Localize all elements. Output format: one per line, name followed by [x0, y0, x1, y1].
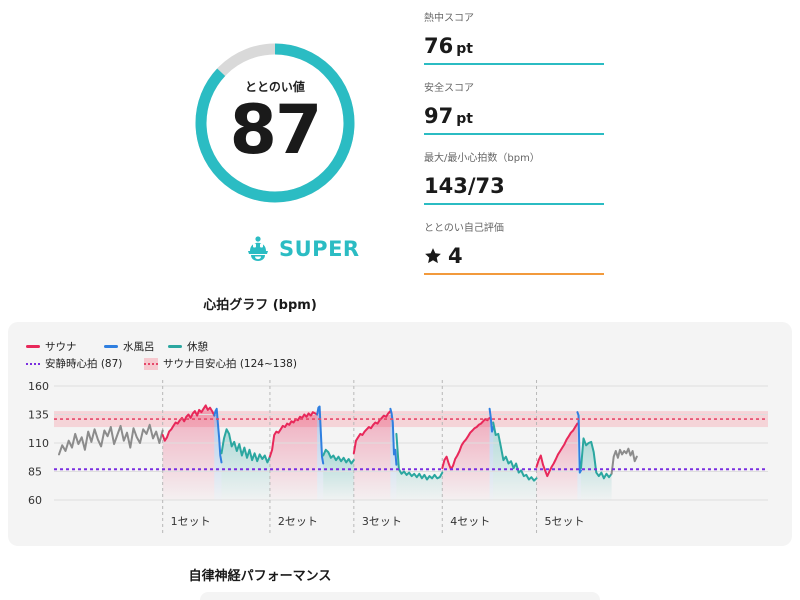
y-tick-label: 160 — [28, 380, 49, 393]
stat-label: 安全スコア — [424, 83, 474, 94]
score-value: 87 — [229, 91, 323, 170]
y-tick-label: 110 — [28, 437, 49, 450]
heart-rate-chart-card: 160 135 110 85 60 1セット 2セット 3セット 4セット 5セット サウナ 水風… — [8, 322, 792, 546]
water-area — [317, 406, 324, 500]
stat-unit: pt — [456, 41, 473, 57]
sauna-area — [162, 405, 215, 500]
sauna-hr-line — [268, 411, 319, 458]
legend-label: 休憩 — [187, 341, 208, 353]
rest-hr-line — [395, 432, 444, 481]
legend-resting-hr: 安静時心拍 (87) — [26, 356, 122, 371]
legend-sauna: サウナ — [26, 339, 77, 354]
autonomic-performance-card — [200, 592, 600, 600]
legend-label: サウナ目安心拍 (124~138) — [163, 358, 297, 370]
rest-area — [396, 433, 443, 500]
score-ring-graphic — [195, 43, 355, 203]
stat-heart-rate-range: 最大/最小心拍数（bpm） 143/73 — [424, 152, 604, 205]
stat-value: 143/73 — [424, 174, 505, 198]
rest-area — [580, 438, 612, 500]
stat-underline — [424, 63, 604, 65]
water-hr-line — [389, 407, 398, 466]
water-hr-line — [488, 407, 495, 433]
set-label: 4セット — [450, 515, 490, 528]
rest-hr-line — [322, 448, 355, 465]
legend-label: 水風呂 — [123, 341, 155, 353]
set-label: 2セット — [278, 515, 318, 528]
sauna-area — [442, 417, 490, 500]
legend-label: 安静時心拍 (87) — [45, 358, 123, 370]
legend-label: サウナ — [45, 341, 77, 353]
rest-hr-line — [492, 421, 538, 482]
rest-area — [221, 429, 270, 500]
stat-label: 最大/最小心拍数（bpm） — [424, 153, 540, 164]
sauna-hr-line — [352, 410, 392, 455]
sauna-hr-line — [441, 416, 491, 471]
stat-label: 熱中スコア — [424, 13, 474, 24]
sauna-area — [353, 411, 391, 500]
sauna-hat-icon — [248, 236, 268, 261]
legend-swatch — [168, 345, 182, 348]
y-tick-label: 60 — [28, 494, 42, 507]
rest-area — [493, 422, 537, 500]
autonomic-performance-title: 自律神経パフォーマンス — [188, 569, 332, 584]
stat-unit: pt — [456, 111, 473, 127]
legend-swatch — [26, 345, 40, 348]
sauna-area — [269, 412, 318, 500]
stat-self-rating: ととのい自己評価 4 — [424, 222, 604, 275]
legend-target-hr: サウナ目安心拍 (124~138) — [144, 356, 297, 371]
stat-value: 97 — [424, 104, 454, 128]
legend-swatch — [144, 357, 158, 370]
set-label: 5セット — [545, 515, 585, 528]
set-label: 1セット — [171, 515, 211, 528]
water-hr-line — [213, 407, 223, 464]
legend-rest: 休憩 — [168, 339, 208, 354]
rest-hr-line — [220, 428, 271, 464]
stat-value: 76 — [424, 34, 454, 58]
stat-label: ととのい自己評価 — [424, 223, 504, 234]
stat-value-row: 4 — [424, 242, 604, 270]
star-icon — [425, 248, 441, 264]
legend-water: 水風呂 — [104, 339, 155, 354]
legend-swatch — [104, 345, 118, 348]
water-hr-line — [576, 411, 582, 474]
post-hr-line — [610, 447, 638, 475]
heart-rate-chart: 160 135 110 85 60 1セット 2セット 3セット 4セット 5セット — [28, 380, 768, 534]
stat-underline — [424, 133, 604, 135]
heart-rate-title: 心拍グラフ (bpm) — [203, 298, 317, 313]
water-area — [214, 408, 222, 500]
sauna-hr-line — [161, 404, 216, 442]
set-label: 3セット — [362, 515, 402, 528]
score-ring-progress — [195, 43, 355, 203]
stat-underline — [424, 273, 604, 275]
stat-heat-score: 熱中スコア 76 pt — [424, 12, 604, 65]
score-caption: ととのい値 — [245, 80, 305, 94]
rest-hr-line — [580, 437, 613, 480]
stat-value-row: 97 pt — [424, 102, 604, 130]
stat-value: 4 — [448, 244, 463, 268]
y-tick-label: 135 — [28, 409, 49, 422]
stat-safety-score: 安全スコア 97 pt — [424, 82, 604, 135]
stat-underline — [424, 203, 604, 205]
level-label: SUPER — [279, 237, 360, 261]
pre-hr-line — [58, 423, 164, 456]
stat-value-row: 143/73 — [424, 172, 604, 200]
stat-value-row: 76 pt — [424, 32, 604, 60]
level-badge: SUPER — [245, 232, 360, 266]
sauna-hr-line — [535, 422, 579, 478]
legend-swatch — [26, 362, 40, 365]
y-tick-label: 85 — [28, 466, 42, 479]
score-ring: ととのい値 87 — [195, 15, 355, 230]
